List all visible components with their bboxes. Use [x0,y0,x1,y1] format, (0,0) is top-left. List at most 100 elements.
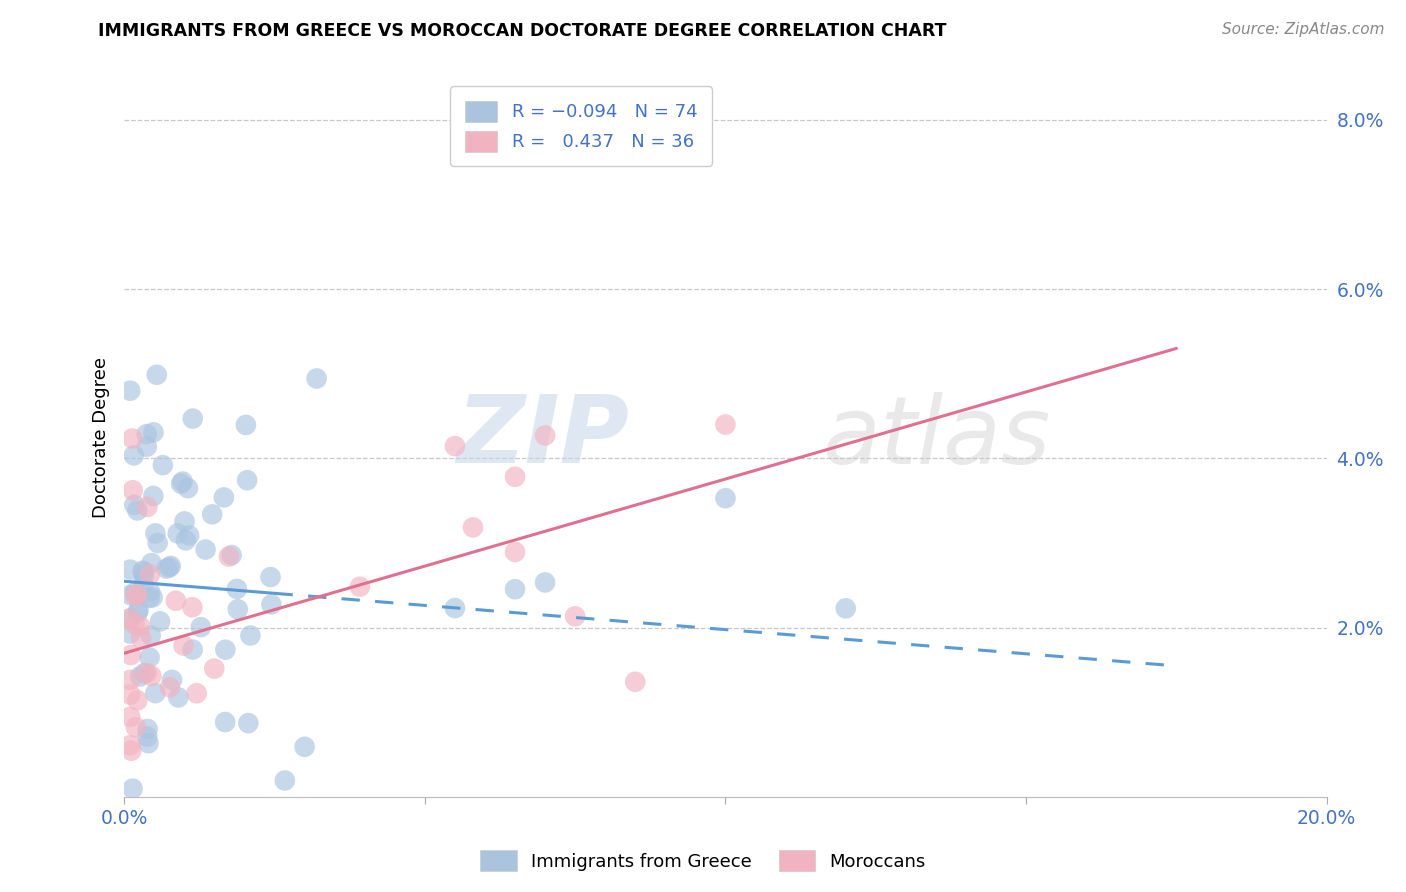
Point [181,642,204,657]
Point [138,591,160,605]
Point [125,720,148,734]
Point [186,686,208,700]
Point [624,674,647,689]
Point [177,481,200,495]
Point [139,628,162,642]
Point [714,417,737,432]
Point [170,476,193,491]
Point [120,738,142,752]
Point [120,710,142,724]
Point [305,371,328,385]
Point [159,558,181,573]
Point [129,620,152,634]
Point [120,673,142,687]
Point [503,582,526,597]
Point [173,515,195,529]
Point [132,568,155,582]
Point [146,536,169,550]
Point [202,662,225,676]
Point [218,549,240,564]
Point [212,491,235,505]
Point [120,626,142,640]
Point [120,744,142,758]
Point [503,470,526,484]
Point [444,601,467,615]
Point [141,669,163,683]
Point [142,425,165,440]
Point [136,730,159,744]
Point [155,561,177,575]
Point [225,582,247,596]
Point [236,473,259,487]
Point [139,584,162,599]
Point [294,739,316,754]
Point [181,600,204,615]
Point [135,440,157,454]
Point [124,585,146,599]
Point [239,628,262,642]
Point [835,601,858,615]
Point [127,605,149,619]
Point [238,716,260,731]
Point [214,714,236,729]
Point [564,609,586,624]
Point [235,417,257,432]
Point [120,611,142,625]
Legend: R = −0.094   N = 74, R =   0.437   N = 36: R = −0.094 N = 74, R = 0.437 N = 36 [450,87,711,166]
Point [172,475,194,489]
Point [194,542,217,557]
Point [136,500,159,514]
Point [121,432,143,446]
Point [159,681,181,695]
Point [132,565,155,579]
Point [131,564,153,578]
Legend: Immigrants from Greece, Moroccans: Immigrants from Greece, Moroccans [474,843,932,879]
Point [136,722,159,736]
Point [132,576,155,591]
Point [190,620,212,634]
Point [127,693,149,707]
Point [181,411,204,425]
Point [157,560,180,574]
Point [145,686,167,700]
Point [145,526,167,541]
Point [534,428,557,442]
Point [260,598,283,612]
Point [141,556,163,570]
Point [128,603,150,617]
Point [714,491,737,506]
Point [444,439,467,453]
Point [124,589,146,603]
Point [173,639,195,653]
Point [120,611,142,625]
Point [160,673,183,687]
Point [534,575,557,590]
Point [127,588,149,602]
Point [120,384,142,398]
Point [120,648,142,662]
Point [142,489,165,503]
Text: IMMIGRANTS FROM GREECE VS MOROCCAN DOCTORATE DEGREE CORRELATION CHART: IMMIGRANTS FROM GREECE VS MOROCCAN DOCTO… [98,22,946,40]
Point [461,520,484,534]
Point [129,669,152,683]
Point [138,650,160,665]
Point [121,483,143,498]
Point [120,563,142,577]
Point [135,665,157,680]
Text: atlas: atlas [821,392,1050,483]
Point [135,427,157,442]
Point [349,580,371,594]
Point [121,781,143,796]
Y-axis label: Doctorate Degree: Doctorate Degree [93,357,110,517]
Point [124,617,146,632]
Point [127,503,149,517]
Point [165,593,187,607]
Point [259,570,281,584]
Point [134,666,156,681]
Point [226,602,249,616]
Point [166,526,188,541]
Point [174,533,197,548]
Point [152,458,174,472]
Point [167,690,190,705]
Point [503,545,526,559]
